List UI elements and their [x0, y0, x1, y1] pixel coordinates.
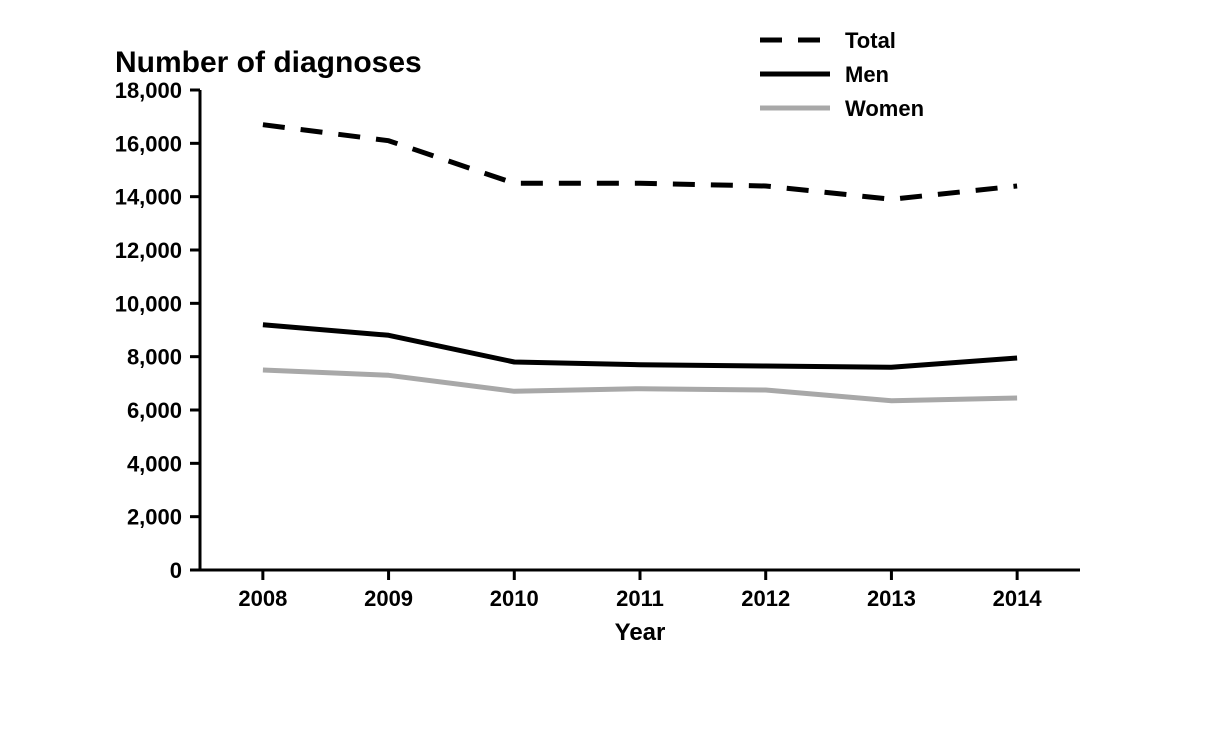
chart-title: Number of diagnoses	[115, 46, 422, 79]
y-tick-label: 2,000	[127, 505, 182, 530]
x-axis-label: Year	[615, 619, 666, 646]
x-tick-label: 2012	[741, 586, 790, 611]
y-tick-label: 12,000	[115, 238, 182, 263]
x-tick-label: 2011	[616, 586, 664, 611]
x-tick-label: 2009	[364, 586, 413, 611]
y-tick-label: 18,000	[115, 78, 182, 103]
y-tick-label: 14,000	[115, 185, 182, 210]
y-tick-label: 6,000	[127, 398, 182, 423]
legend-label-women: Women	[845, 96, 924, 121]
legend-label-total: Total	[845, 28, 896, 53]
y-tick-label: 4,000	[127, 451, 182, 476]
x-tick-label: 2010	[490, 586, 539, 611]
y-tick-label: 8,000	[127, 345, 182, 370]
x-tick-label: 2013	[867, 586, 916, 611]
y-tick-label: 16,000	[115, 131, 182, 156]
chart-svg: Number of diagnoses 0 2,000 4,000 6,000 8,000…	[0, 0, 1215, 738]
x-tick-label: 2014	[993, 586, 1043, 611]
diagnoses-line-chart: Number of diagnoses 0 2,000 4,000 6,000 8,000…	[0, 0, 1215, 738]
y-tick-label: 10,000	[115, 291, 182, 316]
x-tick-label: 2008	[238, 586, 287, 611]
legend-label-men: Men	[845, 62, 889, 87]
y-tick-label: 0	[170, 558, 182, 583]
chart-background	[0, 0, 1215, 738]
